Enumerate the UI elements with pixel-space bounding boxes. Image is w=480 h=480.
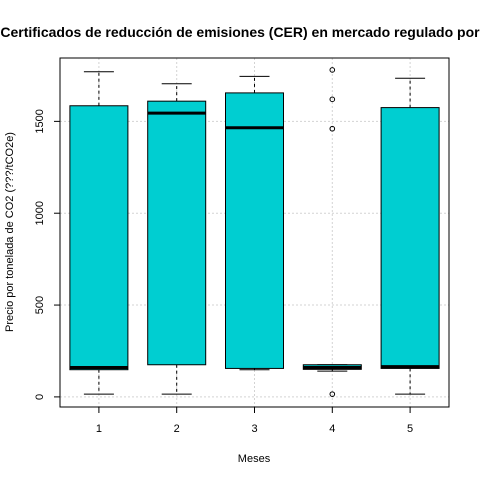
x-tick-label: 3 [251,423,257,435]
x-tick-label: 5 [407,423,413,435]
chart-title: Certificados de reducción de emisiones (… [0,24,480,40]
x-tick-label: 4 [329,423,335,435]
y-tick-label: 1000 [34,201,46,225]
y-axis-label: Precio por tonelada de CO2 (???/tCO2e) [4,132,16,332]
outlier-point [329,67,336,73]
x-tick-label: 1 [96,423,102,435]
y-tick-label: 500 [34,296,46,314]
outlier-point [329,125,336,132]
box-5 [380,77,440,395]
box-2 [147,83,207,395]
outlier-point [329,391,336,397]
outlier-point [329,96,336,103]
y-tick-label: 1500 [34,109,46,133]
box-body [69,105,129,371]
axes: 1 2 3 4 5 0 500 1000 1500 [34,109,413,435]
y-tick-label: 0 [34,394,46,400]
x-tick-label: 2 [174,423,180,435]
box-body [147,100,207,366]
box-3 [225,75,284,371]
box-1 [69,71,129,395]
boxes [69,67,440,397]
box-4 [302,67,362,397]
box-body [225,92,284,369]
x-axis-label: Meses [238,453,271,465]
box-body [380,107,440,369]
